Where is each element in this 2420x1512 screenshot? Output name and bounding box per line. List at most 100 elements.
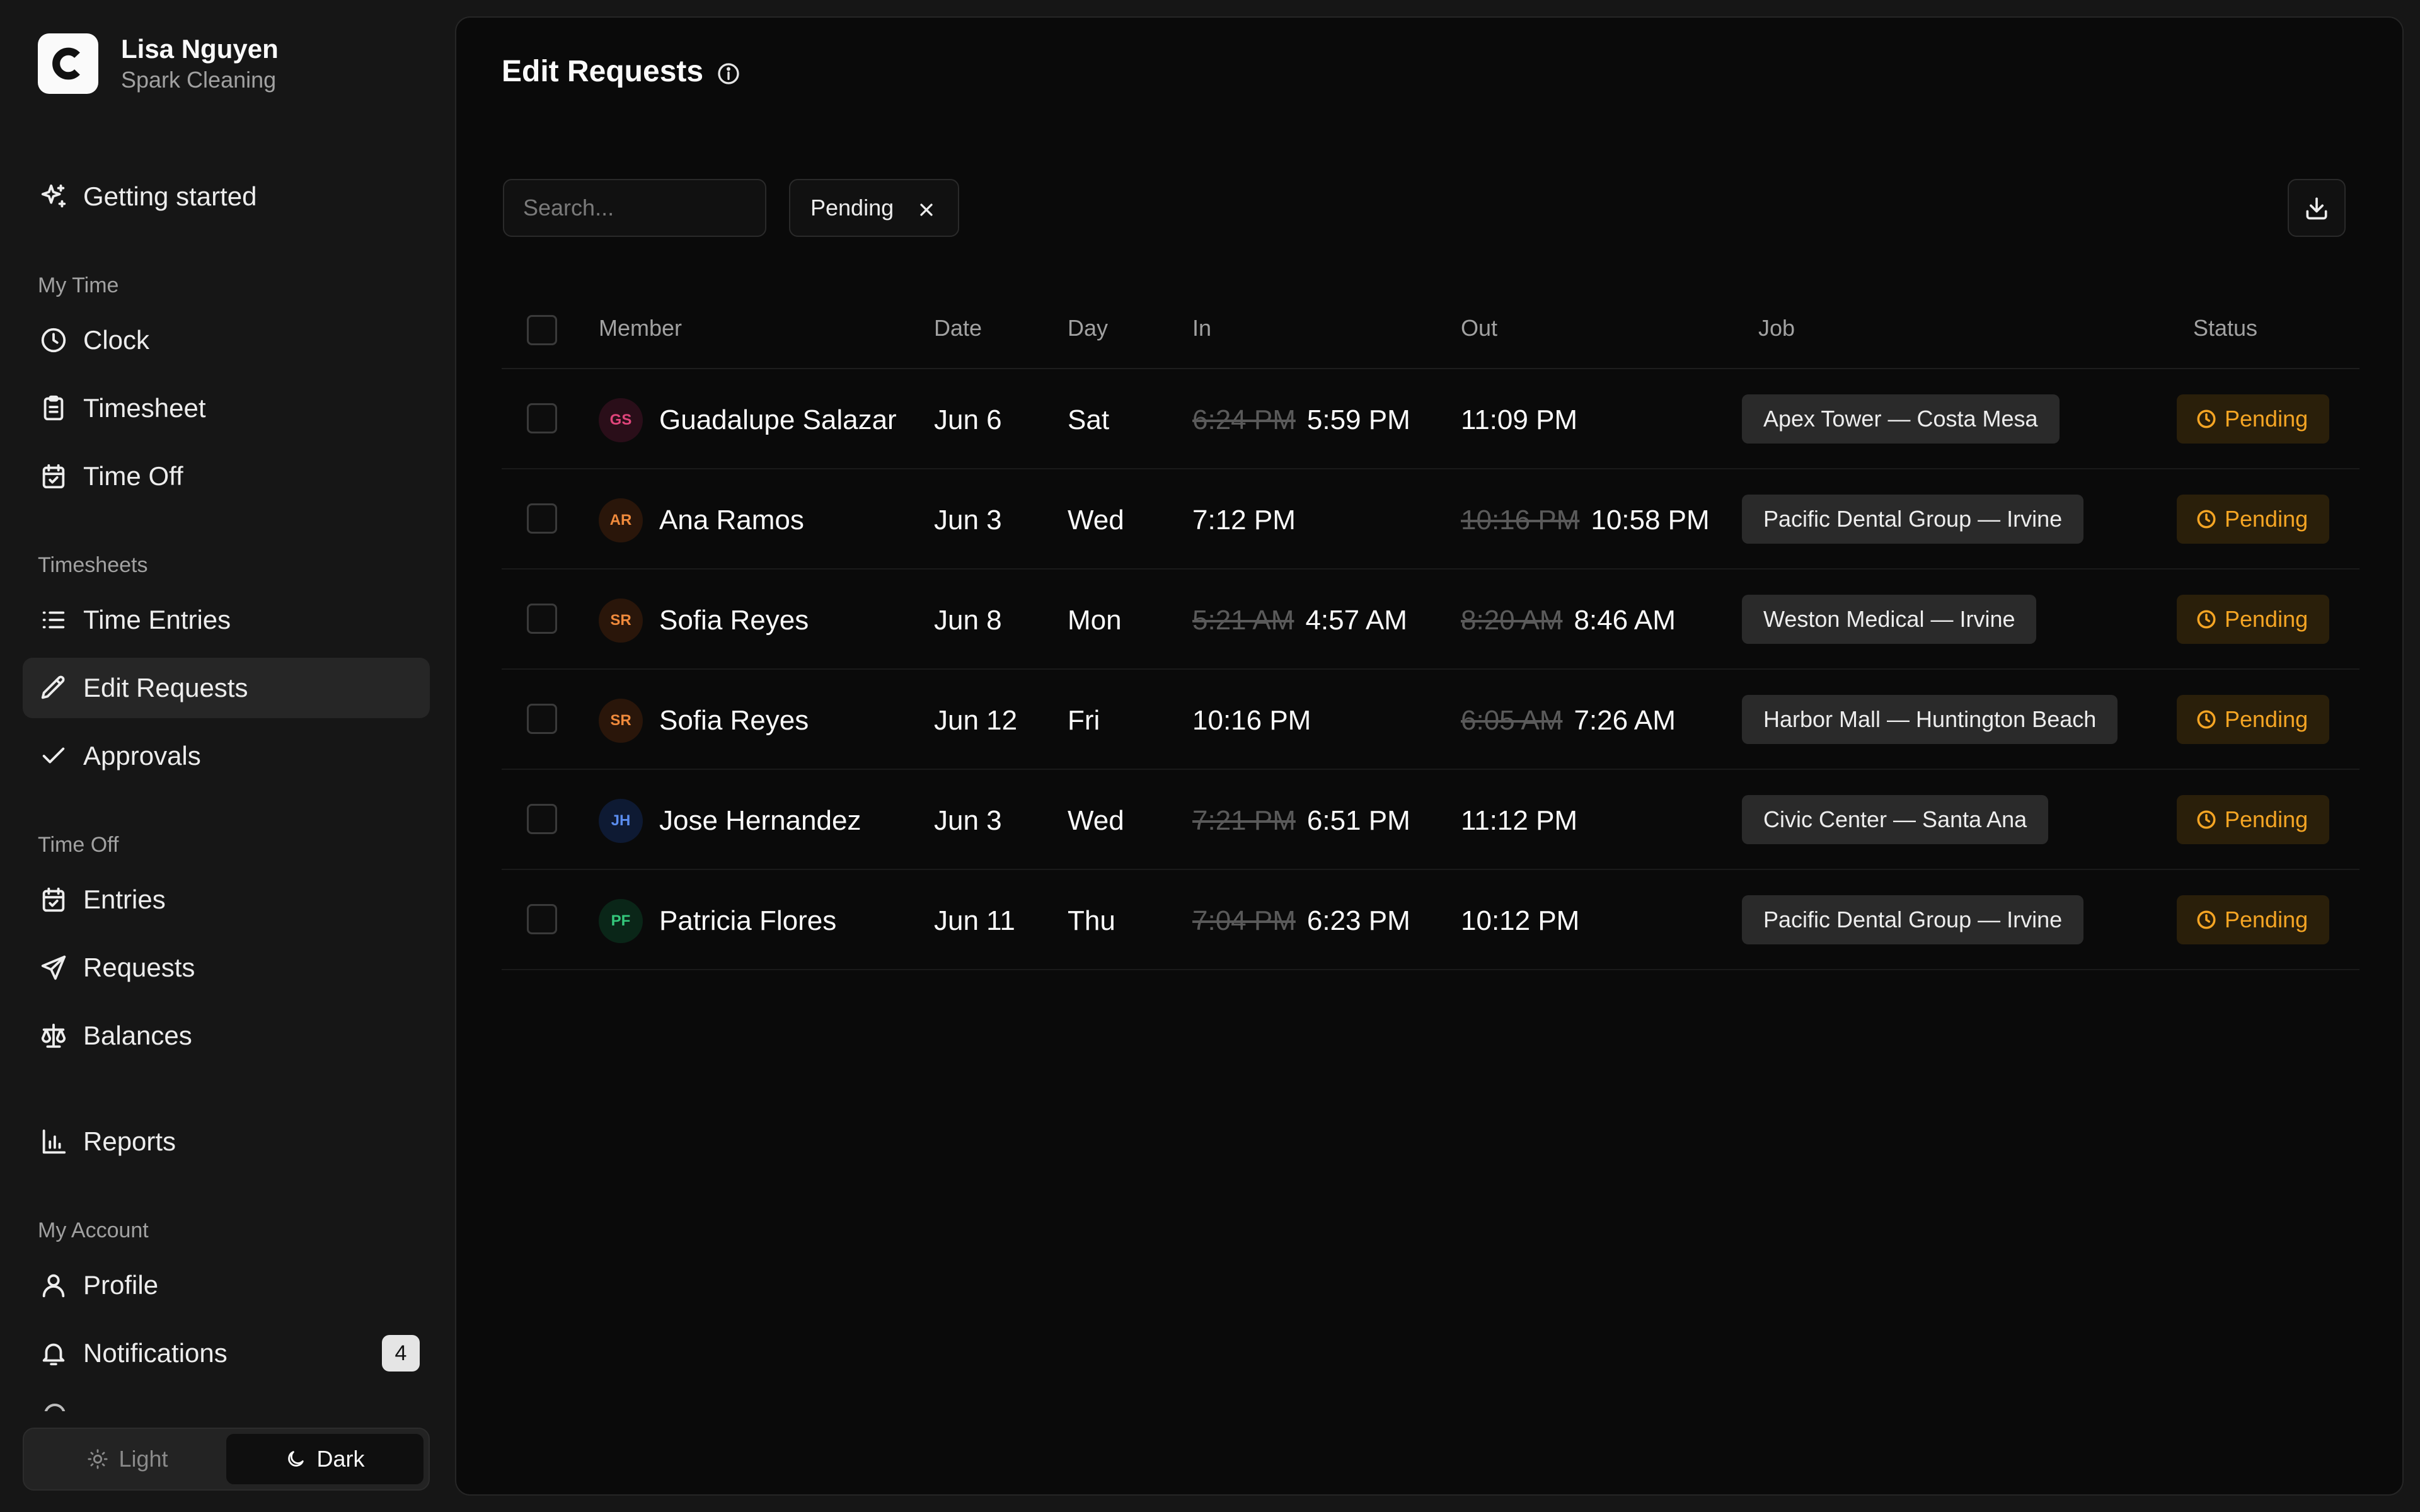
job-chip: Harbor Mall — Huntington Beach [1742, 695, 2118, 744]
member-name: Jose Hernandez [659, 805, 861, 836]
theme-toggle: Light Dark [23, 1428, 430, 1491]
in-cell: 7:12 PM [1192, 505, 1296, 536]
download-button[interactable] [2288, 179, 2346, 237]
clock-icon [2197, 610, 2216, 629]
select-all-checkbox[interactable] [527, 315, 557, 345]
user-name: Lisa Nguyen [121, 34, 279, 64]
in-original-time: 6:24 PM [1192, 404, 1296, 435]
table-row[interactable]: AR Ana Ramos Jun 3 Wed 7:12 PM 10:16 PM 10:58 … [502, 469, 2360, 570]
header-in[interactable]: In [1192, 315, 1212, 341]
sidebar-item-balances[interactable]: Balances [23, 1005, 430, 1066]
workspace-switcher[interactable]: Lisa Nguyen Spark Cleaning [38, 33, 279, 94]
sidebar-item-entries[interactable]: Entries [23, 869, 430, 930]
info-icon[interactable] [716, 59, 741, 84]
close-icon[interactable] [916, 199, 936, 219]
sidebar-item-label: Time Off [83, 461, 183, 491]
header-job[interactable]: Job [1758, 315, 1795, 341]
table-row[interactable]: GS Guadalupe Salazar Jun 6 Sat 6:24 PM 5:59 P… [502, 369, 2360, 469]
user-icon [38, 1269, 69, 1301]
row-checkbox[interactable] [527, 503, 557, 534]
in-cell: 10:16 PM [1192, 705, 1311, 736]
in-requested-time: 6:51 PM [1306, 805, 1410, 836]
avatar: JH [599, 799, 643, 843]
sidebar-item-label: Reports [83, 1126, 176, 1156]
day-cell: Fri [1068, 705, 1100, 736]
member-name: Patricia Flores [659, 905, 837, 936]
out-original-time: 6:05 AM [1461, 705, 1563, 736]
table-row[interactable]: JH Jose Hernandez Jun 3 Wed 7:21 PM 6:51 PM 11… [502, 770, 2360, 870]
status-badge: Pending [2177, 595, 2330, 644]
status-badge: Pending [2177, 495, 2330, 544]
notifications-count-badge: 4 [382, 1335, 420, 1372]
table-row[interactable]: PF Patricia Flores Jun 11 Thu 7:04 PM 6:23 PM… [502, 870, 2360, 970]
edit-requests-table: Member Date Day In Out Job Status GS Guad… [502, 289, 2360, 970]
clipped-icon [44, 1404, 66, 1411]
bell-icon [38, 1337, 69, 1369]
row-checkbox[interactable] [527, 604, 557, 634]
out-cell: 11:12 PM [1461, 805, 1577, 837]
bar-chart-icon [38, 1126, 69, 1157]
clock-icon [38, 324, 69, 356]
table-header: Member Date Day In Out Job Status [502, 289, 2360, 369]
out-requested-time: 8:46 AM [1574, 605, 1676, 636]
sidebar-item-reports[interactable]: Reports [23, 1111, 430, 1172]
date-cell: Jun 6 [934, 404, 1002, 435]
sidebar-item-requests[interactable]: Requests [23, 937, 430, 998]
in-original-time: 7:21 PM [1192, 805, 1296, 836]
sidebar-item-time-entries[interactable]: Time Entries [23, 590, 430, 650]
header-date[interactable]: Date [934, 315, 982, 341]
out-original-time: 10:16 PM [1461, 505, 1580, 536]
out-cell: 8:20 AM 8:46 AM [1461, 605, 1676, 636]
in-requested-time: 7:12 PM [1192, 505, 1296, 536]
moon-icon [288, 1451, 304, 1467]
date-cell: Jun 12 [934, 705, 1018, 736]
sidebar: Lisa Nguyen Spark Cleaning Getting start… [0, 0, 452, 1512]
date-cell: Jun 8 [934, 605, 1002, 636]
search-input[interactable] [503, 179, 766, 237]
sidebar-item-timesheet[interactable]: Timesheet [23, 378, 430, 438]
job-chip: Apex Tower — Costa Mesa [1742, 394, 2060, 444]
status-label: Pending [2225, 806, 2308, 832]
sidebar-item-time-off[interactable]: Time Off [23, 446, 430, 507]
out-requested-time: 10:12 PM [1461, 905, 1580, 936]
row-checkbox[interactable] [527, 704, 557, 734]
in-requested-time: 10:16 PM [1192, 705, 1311, 736]
job-chip: Pacific Dental Group — Irvine [1742, 895, 2084, 944]
pencil-icon [38, 672, 69, 704]
out-requested-time: 10:58 PM [1591, 505, 1710, 536]
status-filter-chip[interactable]: Pending [789, 179, 959, 237]
sidebar-item-profile[interactable]: Profile [23, 1255, 430, 1315]
sidebar-item-approvals[interactable]: Approvals [23, 726, 430, 786]
table-row[interactable]: SR Sofia Reyes Jun 8 Mon 5:21 AM 4:57 AM 8:20 … [502, 570, 2360, 670]
sidebar-item-edit-requests[interactable]: Edit Requests [23, 658, 430, 718]
theme-light-label: Light [118, 1446, 168, 1472]
status-label: Pending [2225, 506, 2308, 532]
sparkles-icon [38, 181, 69, 212]
header-member[interactable]: Member [599, 315, 683, 341]
in-requested-time: 6:23 PM [1306, 905, 1410, 936]
header-out[interactable]: Out [1461, 315, 1498, 341]
row-checkbox[interactable] [527, 904, 557, 934]
section-label-my-account: My Account [38, 1218, 149, 1242]
row-checkbox[interactable] [527, 403, 557, 433]
status-label: Pending [2225, 907, 2308, 932]
sun-icon [88, 1449, 108, 1469]
member-name: Ana Ramos [659, 505, 804, 536]
sidebar-item-clock[interactable]: Clock [23, 310, 430, 370]
theme-dark-button[interactable]: Dark [226, 1434, 424, 1484]
out-cell: 6:05 AM 7:26 AM [1461, 705, 1676, 736]
clock-icon [2197, 410, 2216, 428]
header-day[interactable]: Day [1068, 315, 1109, 341]
out-cell: 10:12 PM [1461, 905, 1579, 937]
header-status[interactable]: Status [2193, 315, 2258, 341]
sidebar-item-notifications[interactable]: Notifications 4 [23, 1323, 430, 1383]
theme-light-button[interactable]: Light [29, 1434, 226, 1484]
in-requested-time: 4:57 AM [1305, 605, 1407, 636]
filter-chip-label: Pending [810, 195, 894, 220]
sidebar-item-getting-started[interactable]: Getting started [23, 166, 430, 227]
sidebar-item-label: Edit Requests [83, 673, 248, 702]
table-row[interactable]: SR Sofia Reyes Jun 12 Fri 10:16 PM 6:05 AM 7:2… [502, 670, 2360, 770]
day-cell: Mon [1068, 605, 1122, 636]
row-checkbox[interactable] [527, 804, 557, 834]
sidebar-item-clipped[interactable] [38, 1400, 416, 1411]
